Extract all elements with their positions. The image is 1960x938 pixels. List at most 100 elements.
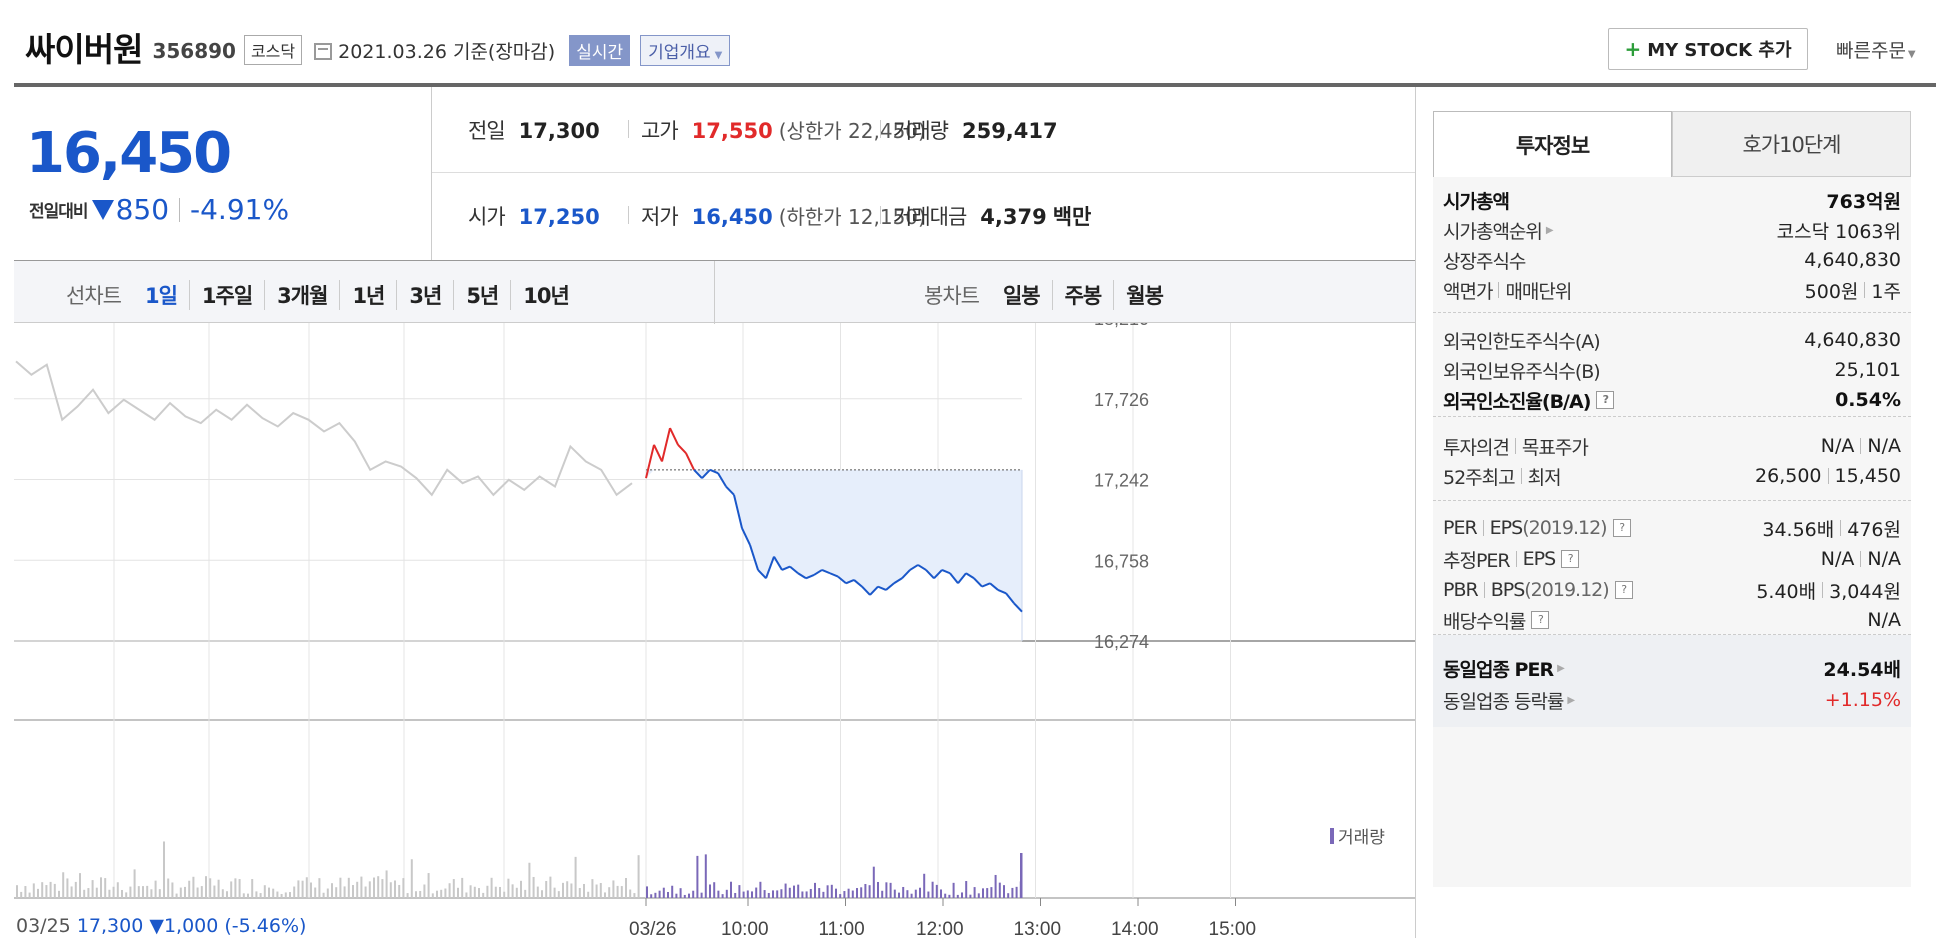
volume-bar bbox=[440, 889, 443, 898]
volume-bar bbox=[310, 882, 312, 898]
period-1y[interactable]: 1년 bbox=[339, 280, 396, 310]
help-icon[interactable]: ? bbox=[1561, 550, 1580, 568]
help-icon[interactable]: ? bbox=[1614, 581, 1633, 599]
mystock-add-button[interactable]: + MY STOCK 추가 bbox=[1608, 28, 1808, 70]
volume-bar bbox=[121, 889, 123, 898]
period-weekly[interactable]: 주봉 bbox=[1051, 280, 1114, 310]
volume-label: 거래량 bbox=[893, 119, 949, 143]
volume-bar bbox=[410, 859, 413, 898]
period-monthly[interactable]: 월봉 bbox=[1113, 280, 1175, 310]
bps-value: 3,044원 bbox=[1829, 580, 1901, 603]
corp-info-dropdown[interactable]: 기업개요 ▼ bbox=[640, 34, 731, 66]
volume-bar bbox=[948, 894, 951, 898]
volume-bar bbox=[276, 891, 279, 898]
volume-bar bbox=[289, 892, 291, 898]
divider bbox=[1860, 438, 1862, 454]
tab-orderbook[interactable]: 호가10단계 bbox=[1672, 111, 1911, 177]
volume-bar bbox=[297, 880, 300, 898]
volume-bar bbox=[944, 893, 947, 898]
volume-bar bbox=[507, 878, 510, 898]
foreign-limit-label: 외국인한도주식수(A) bbox=[1443, 330, 1601, 353]
volume-bar bbox=[217, 879, 220, 898]
volume-bar bbox=[108, 889, 111, 898]
prev-label: 전일 bbox=[468, 119, 506, 143]
tab-invest-info[interactable]: 투자정보 bbox=[1433, 111, 1672, 177]
low-value: 16,450 bbox=[691, 205, 773, 229]
volume-bar bbox=[616, 885, 619, 898]
volume-bar bbox=[839, 894, 842, 898]
volume-bar bbox=[79, 873, 81, 898]
volume-bar bbox=[154, 880, 157, 898]
today-price-segment bbox=[845, 579, 855, 585]
volume-bar bbox=[423, 884, 426, 898]
volume-bar bbox=[444, 888, 447, 898]
y-tick-label: 18,210 bbox=[1094, 323, 1149, 329]
help-icon[interactable]: ? bbox=[1531, 611, 1550, 629]
info-row[interactable]: 동일업종 PER ▶ 24.54배 bbox=[1443, 653, 1901, 683]
current-price: 16,450 bbox=[26, 121, 232, 186]
x-tick-label: 11:00 bbox=[819, 919, 865, 938]
volume-bar bbox=[654, 892, 657, 898]
today-price-segment bbox=[901, 569, 911, 579]
volume-bar bbox=[843, 891, 846, 898]
period-5y[interactable]: 5년 bbox=[453, 280, 510, 310]
volume-bar bbox=[490, 877, 493, 898]
line-chart-periods: 선차트 1일 1주일 3개월 1년 3년 5년 10년 bbox=[66, 280, 581, 310]
volume-bar bbox=[263, 885, 266, 898]
volume-bar bbox=[196, 887, 199, 898]
today-price-segment bbox=[717, 472, 727, 488]
y-tick-label: 17,242 bbox=[1094, 471, 1149, 491]
volume-bar bbox=[87, 888, 90, 898]
volume-bar bbox=[163, 841, 165, 898]
today-price-segment bbox=[645, 444, 655, 479]
today-price-segment bbox=[653, 444, 663, 462]
volume-legend-label: 거래량 bbox=[1338, 828, 1385, 848]
volume-bar bbox=[650, 894, 653, 898]
volume-bar bbox=[805, 891, 808, 898]
today-price-segment bbox=[981, 582, 991, 588]
volume-bar bbox=[692, 890, 695, 898]
toolbar-divider bbox=[714, 261, 715, 324]
period-3m[interactable]: 3개월 bbox=[264, 280, 339, 310]
open-price: 시가 17,250 bbox=[468, 201, 600, 231]
below-prev-close-fill bbox=[646, 469, 1022, 612]
divider bbox=[1827, 468, 1829, 484]
volume-bar bbox=[24, 886, 27, 898]
info-row[interactable]: 동일업종 등락률 ▶ +1.15% bbox=[1443, 685, 1901, 715]
pbr-text: PBR bbox=[1443, 579, 1479, 601]
volume-bar bbox=[608, 887, 611, 898]
volume-bar bbox=[499, 886, 501, 898]
period-1w[interactable]: 1주일 bbox=[188, 280, 264, 310]
volume-bar bbox=[205, 876, 207, 898]
volume-bar bbox=[402, 878, 405, 898]
help-icon[interactable]: ? bbox=[1612, 519, 1631, 537]
volume-bar bbox=[658, 890, 661, 898]
market-cap-rank-value: 코스닥 1063위 bbox=[1776, 220, 1901, 243]
period-1d[interactable]: 1일 bbox=[144, 284, 178, 308]
volume-bar bbox=[146, 885, 149, 898]
today-price-segment bbox=[789, 565, 799, 575]
period-3y[interactable]: 3년 bbox=[396, 280, 453, 310]
volume-bar bbox=[259, 893, 262, 898]
volume-bar bbox=[898, 892, 900, 898]
period-daily[interactable]: 일봉 bbox=[1002, 284, 1041, 308]
divider bbox=[1498, 282, 1500, 298]
divider bbox=[628, 206, 629, 224]
today-price-segment bbox=[973, 577, 983, 588]
volume-bar bbox=[511, 884, 514, 898]
realtime-button[interactable]: 실시간 bbox=[569, 34, 631, 66]
today-price-segment bbox=[797, 572, 807, 580]
volume-bar bbox=[360, 876, 363, 898]
divider bbox=[880, 206, 881, 224]
help-icon[interactable]: ? bbox=[1596, 391, 1615, 409]
market-cap-value: 763억원 bbox=[1826, 190, 1901, 213]
volume-bar bbox=[629, 889, 632, 898]
today-price-segment bbox=[765, 556, 775, 579]
period-10y[interactable]: 10년 bbox=[510, 280, 581, 310]
prev-day-price-line bbox=[15, 360, 633, 497]
quick-order-dropdown[interactable]: 빠른주문 ▼ bbox=[1836, 36, 1916, 63]
volume-bar bbox=[965, 881, 968, 898]
volume-bar bbox=[801, 891, 804, 898]
info-row[interactable]: 시가총액순위 ▶ 코스닥 1063위 bbox=[1443, 215, 1901, 245]
volume-bar bbox=[553, 887, 556, 898]
